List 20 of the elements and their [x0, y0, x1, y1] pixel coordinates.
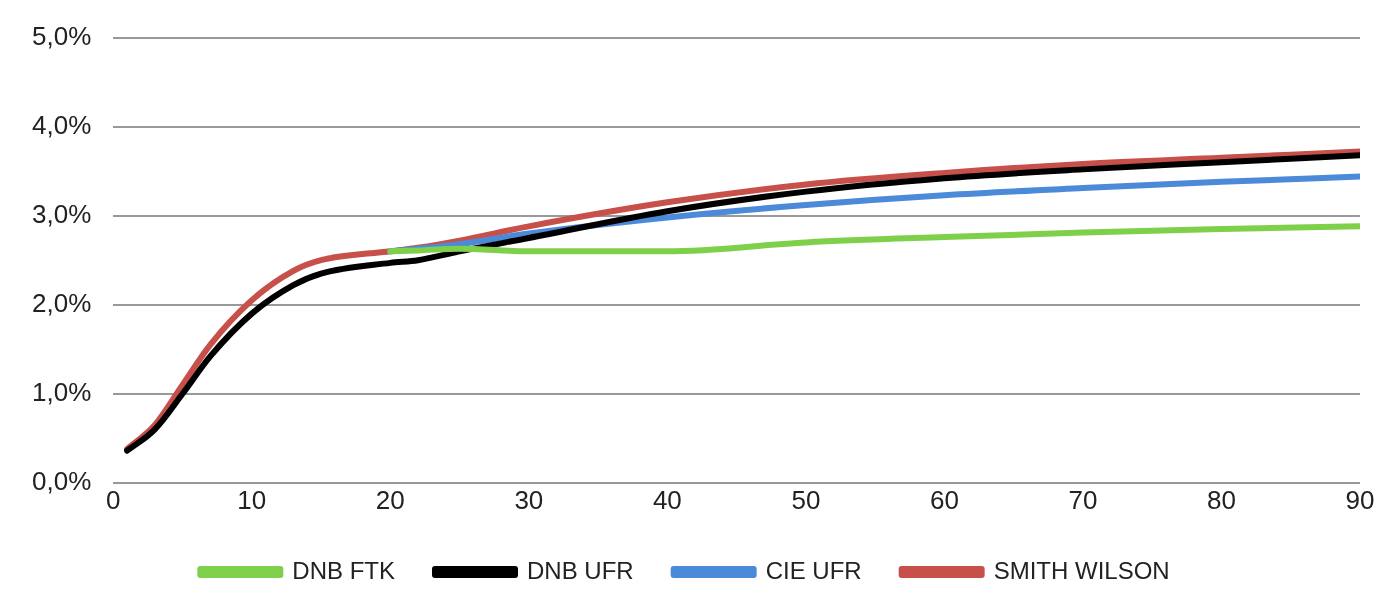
- y-tick-label: 3,0%: [32, 198, 92, 229]
- x-tick-label: 0: [106, 484, 121, 515]
- x-tick-label: 30: [514, 484, 544, 515]
- legend-label: DNB FTK: [292, 556, 395, 584]
- x-tick-label: 70: [1068, 484, 1098, 515]
- y-tick-label: 1,0%: [32, 376, 92, 407]
- x-tick-label: 40: [652, 484, 682, 515]
- x-tick-label: 10: [237, 484, 267, 515]
- x-tick-label: 20: [375, 484, 405, 515]
- x-tick-label: 80: [1207, 484, 1236, 515]
- x-tick-label: 50: [791, 484, 821, 515]
- legend-label: DNB UFR: [527, 556, 634, 584]
- y-tick-label: 4,0%: [32, 109, 92, 140]
- y-tick-label: 0,0%: [32, 465, 92, 496]
- legend-label: CIE UFR: [765, 556, 862, 584]
- y-tick-label: 5,0%: [32, 20, 92, 51]
- x-tick-label: 90: [1345, 484, 1375, 515]
- y-tick-label: 2,0%: [32, 287, 92, 318]
- legend-label: SMITH WILSON: [993, 556, 1170, 584]
- x-tick-label: 60: [929, 484, 959, 515]
